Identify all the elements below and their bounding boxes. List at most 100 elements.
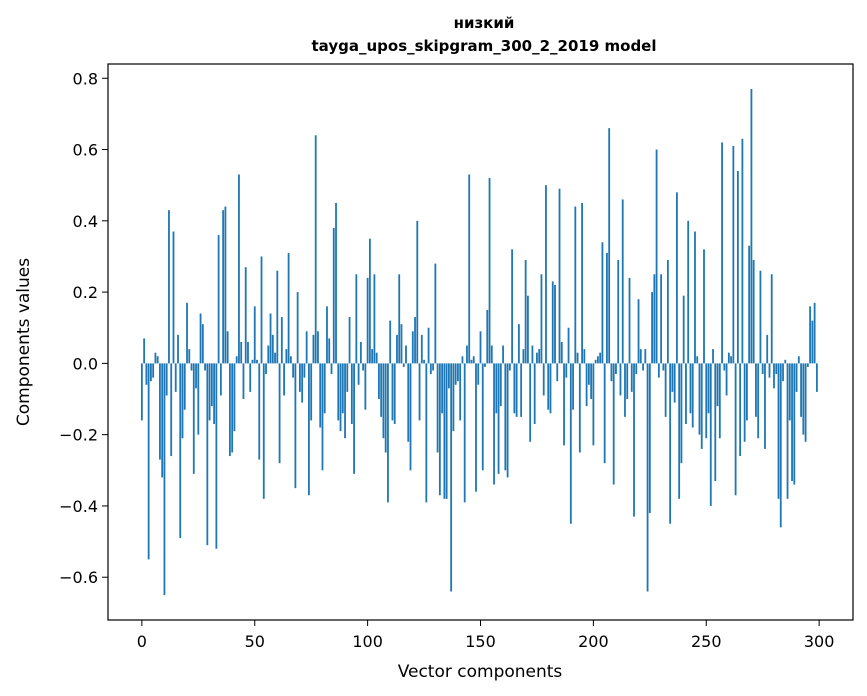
bar-288 bbox=[791, 363, 793, 481]
bar-228 bbox=[655, 149, 658, 364]
bar-178 bbox=[542, 363, 545, 396]
bar-280 bbox=[773, 363, 775, 389]
bar-46 bbox=[244, 267, 247, 364]
bar-125 bbox=[423, 359, 425, 364]
bar-112 bbox=[393, 363, 396, 424]
bar-68 bbox=[294, 363, 297, 489]
bar-152 bbox=[484, 363, 486, 367]
bar-294 bbox=[804, 363, 807, 442]
bar-258 bbox=[723, 363, 726, 371]
bar-290 bbox=[795, 363, 798, 392]
bar-223 bbox=[644, 349, 647, 364]
bar-56 bbox=[267, 345, 270, 364]
y-tick-label: 0.2 bbox=[73, 283, 98, 302]
bar-35 bbox=[219, 363, 222, 396]
bar-71 bbox=[301, 363, 304, 403]
bar-220 bbox=[637, 299, 640, 364]
bar-55 bbox=[265, 363, 267, 375]
bar-235 bbox=[671, 363, 674, 392]
bar-34 bbox=[217, 235, 220, 364]
bar-83 bbox=[328, 338, 331, 364]
bar-96 bbox=[357, 363, 360, 385]
bar-252 bbox=[709, 363, 712, 506]
x-tick-label: 150 bbox=[465, 632, 496, 651]
bar-97 bbox=[359, 342, 362, 364]
bar-254 bbox=[714, 363, 717, 481]
bar-61 bbox=[278, 363, 281, 464]
bar-126 bbox=[425, 363, 428, 503]
bar-253 bbox=[712, 349, 714, 364]
bar-90 bbox=[344, 363, 346, 439]
bar-40 bbox=[231, 363, 234, 453]
bar-251 bbox=[707, 363, 710, 414]
bar-240 bbox=[682, 295, 685, 364]
bar-10 bbox=[163, 363, 166, 596]
bar-297 bbox=[811, 320, 814, 364]
bar-148 bbox=[475, 363, 477, 492]
y-tick-label: 0.8 bbox=[73, 69, 98, 88]
bar-191 bbox=[572, 363, 574, 410]
bar-101 bbox=[368, 238, 371, 364]
bar-59 bbox=[274, 352, 276, 364]
bar-47 bbox=[247, 342, 249, 364]
bar-208 bbox=[610, 363, 613, 382]
x-axis-label: Vector components bbox=[398, 662, 563, 682]
bar-170 bbox=[524, 260, 527, 364]
bar-299 bbox=[815, 363, 818, 392]
bar-230 bbox=[660, 274, 663, 364]
bar-159 bbox=[499, 363, 502, 407]
bar-89 bbox=[341, 363, 344, 414]
bar-222 bbox=[642, 363, 644, 371]
bar-296 bbox=[809, 306, 812, 364]
bar-93 bbox=[350, 363, 353, 424]
bar-263 bbox=[734, 363, 737, 496]
bar-19 bbox=[183, 363, 186, 410]
bar-63 bbox=[283, 363, 285, 396]
bar-84 bbox=[330, 363, 333, 375]
bar-41 bbox=[233, 363, 236, 432]
bar-175 bbox=[536, 352, 538, 364]
bar-182 bbox=[551, 281, 554, 364]
bar-261 bbox=[730, 356, 732, 364]
bar-131 bbox=[436, 363, 439, 453]
bar-229 bbox=[657, 363, 660, 378]
bar-161 bbox=[504, 363, 507, 471]
bar-110 bbox=[389, 320, 392, 364]
bar-51 bbox=[256, 359, 258, 364]
bar-156 bbox=[493, 363, 495, 485]
bar-164 bbox=[511, 249, 514, 364]
bar-276 bbox=[764, 363, 766, 449]
bar-154 bbox=[488, 178, 491, 364]
chart-title-line2: tayga_upos_skipgram_300_2_2019 model bbox=[312, 37, 657, 55]
bar-239 bbox=[680, 363, 683, 464]
bar-215 bbox=[626, 363, 629, 400]
bar-203 bbox=[599, 352, 602, 364]
bar-283 bbox=[779, 363, 782, 528]
bar-38 bbox=[226, 331, 229, 364]
bar-184 bbox=[556, 363, 559, 382]
y-tick-label: 0.0 bbox=[73, 354, 98, 373]
bar-277 bbox=[766, 334, 769, 364]
bar-237 bbox=[676, 192, 678, 364]
bar-109 bbox=[387, 363, 389, 503]
bar-214 bbox=[624, 363, 626, 417]
x-tick-label: 50 bbox=[245, 632, 265, 651]
bar-212 bbox=[619, 363, 622, 396]
bar-192 bbox=[574, 206, 577, 364]
bar-114 bbox=[398, 274, 401, 364]
bar-245 bbox=[694, 231, 696, 364]
bar-127 bbox=[427, 327, 430, 364]
bar-231 bbox=[662, 363, 665, 371]
bar-107 bbox=[382, 363, 385, 439]
bar-298 bbox=[813, 302, 816, 364]
bar-49 bbox=[251, 359, 254, 364]
bar-268 bbox=[745, 363, 748, 421]
bar-209 bbox=[612, 363, 615, 485]
bar-136 bbox=[447, 363, 450, 389]
bar-186 bbox=[560, 342, 563, 364]
bar-147 bbox=[472, 356, 475, 364]
bar-14 bbox=[172, 231, 175, 364]
bar-1 bbox=[143, 338, 146, 364]
bar-257 bbox=[721, 142, 723, 364]
